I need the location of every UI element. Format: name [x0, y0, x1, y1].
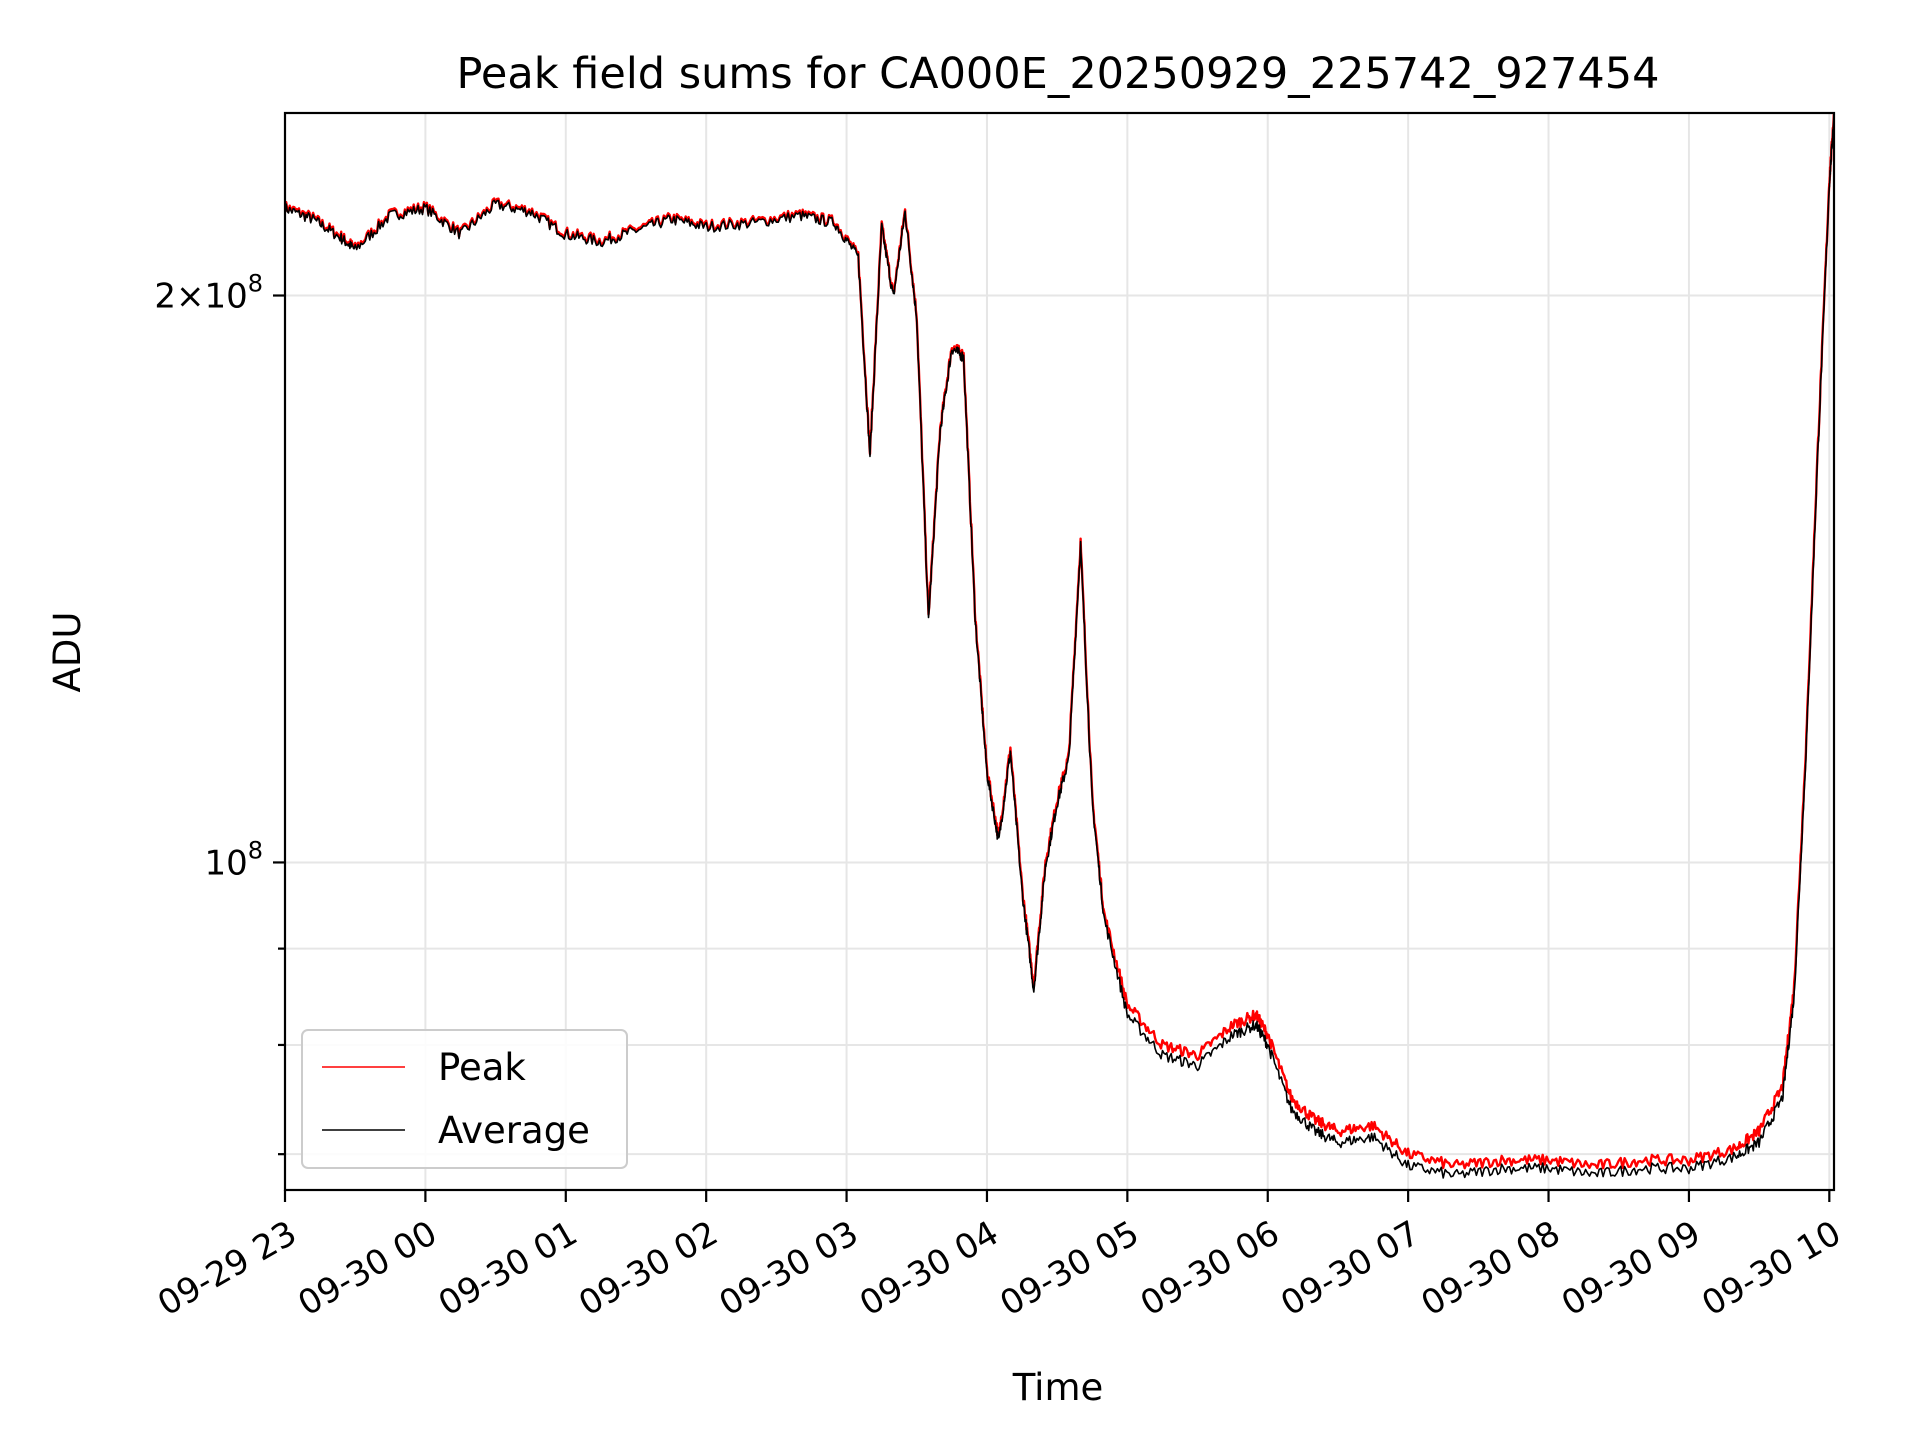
- y-tick-label: 2×108: [154, 270, 263, 317]
- y-tick-label: 108: [204, 836, 263, 883]
- legend: Peak Average: [301, 1029, 628, 1169]
- legend-box: [301, 1029, 628, 1169]
- x-axis-label: Time: [1012, 1366, 1104, 1409]
- chart-title: Peak field sums for CA000E_20250929_2257…: [457, 49, 1660, 99]
- legend-label-peak: Peak: [438, 1046, 526, 1089]
- y-axis: 2×108 108: [154, 270, 285, 1156]
- plot-frame: [283, 111, 1836, 1192]
- y-axis-label: ADU: [46, 612, 89, 693]
- series-line-average: [285, 114, 1834, 1179]
- series-layer: [285, 113, 1834, 1179]
- legend-label-average: Average: [438, 1109, 590, 1152]
